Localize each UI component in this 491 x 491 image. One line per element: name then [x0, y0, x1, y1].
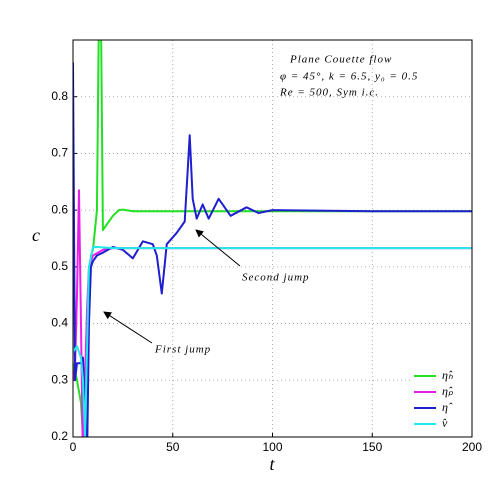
series-line	[73, 62, 472, 437]
y-tick-label: 0.3	[51, 372, 68, 386]
y-tick-label: 0.7	[51, 146, 68, 160]
x-tick-label: 100	[262, 440, 282, 454]
series-line	[73, 246, 472, 437]
y-tick-label: 0.5	[51, 259, 68, 273]
annotation: Second jump	[242, 272, 310, 284]
arrow	[103, 311, 153, 344]
annotation: Re = 500, Sym i.c.	[279, 87, 379, 99]
series-line	[73, 189, 472, 437]
y-axis-label: c	[32, 225, 40, 245]
x-tick-label: 50	[166, 440, 180, 454]
annotation: Plane Couette flow	[289, 54, 392, 66]
plot-area	[73, 40, 472, 437]
y-tick-label: 0.4	[51, 316, 68, 330]
arrow	[195, 229, 241, 267]
y-tick-label: 0.6	[51, 202, 68, 216]
y-tick-label: 0.2	[51, 429, 68, 443]
x-tick-label: 150	[362, 440, 382, 454]
legend-label: η̂ₕ	[442, 368, 453, 382]
series-line	[73, 40, 472, 437]
annotation: First jump	[154, 344, 211, 356]
y-tick-label: 0.8	[51, 89, 68, 103]
annotation: φ = 45°, k = 6.5, y₀ = 0.5	[280, 71, 418, 83]
x-axis-label: t	[269, 454, 275, 474]
x-tick-label: 0	[70, 440, 77, 454]
legend-label: η̂	[442, 400, 453, 414]
legend-label: v̂	[442, 416, 448, 430]
x-tick-label: 200	[462, 440, 482, 454]
legend-label: η̂ₚ	[442, 384, 454, 398]
plot-frame	[72, 39, 473, 438]
